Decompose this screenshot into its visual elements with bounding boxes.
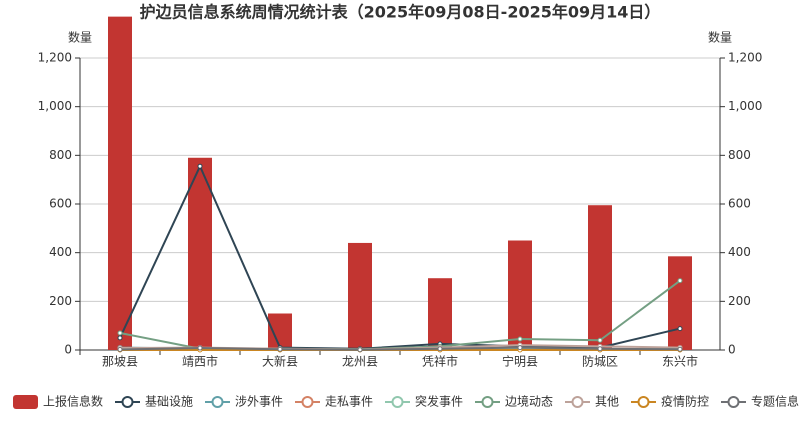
y-axis-label: 数量: [68, 30, 92, 45]
bar: [588, 205, 612, 350]
legend-swatch: [121, 396, 134, 408]
line: [119, 346, 681, 351]
y-tick-label: 0: [64, 343, 72, 357]
legend-swatch: [301, 396, 314, 408]
x-tick-label: 东兴市: [662, 354, 698, 369]
line-point: [597, 337, 603, 343]
y2-tick-label: 800: [728, 148, 751, 162]
y2-tick-label: 600: [728, 197, 751, 211]
legend-label: 其他: [595, 395, 619, 409]
line-point: [517, 345, 523, 351]
y2-tick-label: 0: [728, 343, 736, 357]
line-point: [117, 330, 123, 336]
x-tick-label: 靖西市: [182, 354, 218, 369]
legend-label: 基础设施: [145, 395, 193, 409]
line-point: [677, 346, 683, 352]
bar: [668, 256, 692, 350]
legend-swatch: [211, 396, 224, 408]
line-point: [197, 163, 203, 169]
legend-swatch: [571, 396, 584, 408]
y2-axis-label: 数量: [708, 30, 732, 45]
bar: [428, 278, 452, 350]
line-point: [677, 326, 683, 332]
x-tick-label: 凭祥市: [422, 354, 458, 369]
line: [119, 163, 681, 350]
y-tick-label: 1,200: [38, 51, 72, 65]
y2-tick-label: 400: [728, 245, 751, 259]
y-tick-label: 400: [49, 245, 72, 259]
line-point: [117, 347, 123, 353]
bar: [508, 240, 532, 350]
legend-label: 走私事件: [325, 395, 373, 409]
legend-swatch: [727, 396, 740, 408]
line-point: [677, 278, 683, 284]
line-point: [517, 336, 523, 342]
legend-swatch: [481, 396, 494, 408]
legend-label: 涉外事件: [235, 395, 283, 409]
legend-swatch: [391, 396, 404, 408]
y2-tick-label: 1,000: [728, 99, 762, 113]
bar: [188, 157, 212, 350]
x-tick-label: 大新县: [262, 354, 298, 369]
line-point: [357, 347, 363, 353]
bar: [348, 242, 372, 350]
line-point: [437, 346, 443, 352]
line-point: [117, 335, 123, 341]
legend-swatch: [13, 395, 38, 409]
legend-label: 疫情防控: [661, 394, 709, 409]
line-point: [197, 345, 203, 351]
chart-title: 护边员信息系统周情况统计表（2025年09月08日-2025年09月14日）: [140, 3, 661, 22]
y-tick-label: 800: [49, 148, 72, 162]
legend-label: 边境动态: [505, 394, 553, 409]
line-point: [597, 346, 603, 352]
y2-tick-label: 200: [728, 294, 751, 308]
x-tick-label: 那坡县: [102, 355, 138, 369]
y2-tick-label: 1,200: [728, 51, 762, 65]
legend-label: 上报信息数: [43, 394, 103, 409]
bar: [268, 313, 292, 350]
legend-label: 专题信息: [751, 394, 799, 409]
y-tick-label: 200: [49, 294, 72, 308]
bar: [108, 16, 132, 351]
y-tick-label: 600: [49, 197, 72, 211]
y-tick-label: 1,000: [38, 99, 72, 113]
line-point: [277, 346, 283, 352]
x-tick-label: 宁明县: [502, 354, 538, 369]
x-tick-label: 龙州县: [342, 355, 378, 369]
legend-label: 突发事件: [415, 394, 463, 409]
legend-swatch: [637, 396, 650, 408]
x-tick-label: 防城区: [582, 354, 618, 369]
